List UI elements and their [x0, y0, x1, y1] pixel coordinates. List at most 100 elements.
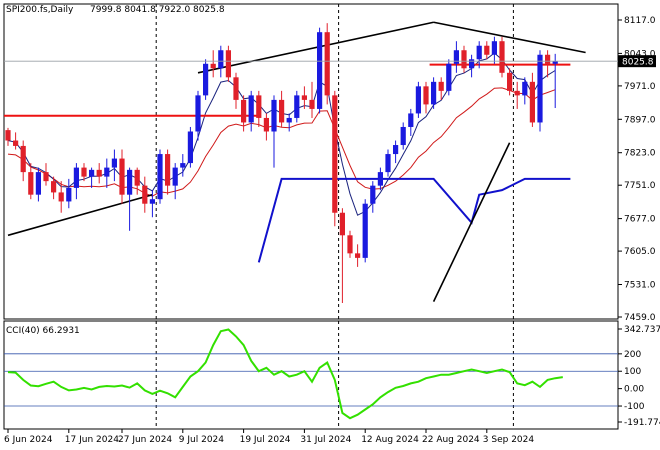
candle-body: [20, 145, 26, 173]
candle: [400, 122, 406, 150]
candle-body: [385, 154, 391, 173]
slow-moving-average-line: [7, 87, 556, 197]
candle-body: [294, 95, 300, 118]
candle-body: [408, 113, 414, 127]
candle: [355, 244, 361, 267]
time-axis: 6 Jun 2024 17 Jun 2024 27 Jun 2024 9 Jul 20…: [4, 429, 534, 445]
candle: [431, 77, 437, 109]
candle-body: [263, 117, 269, 132]
candle-body: [241, 99, 247, 123]
candle: [324, 23, 330, 105]
time-tick-label: 3 Sep 2024: [483, 435, 535, 445]
candle-body: [157, 154, 163, 200]
candle: [248, 90, 254, 132]
candle: [149, 190, 155, 218]
candle-body: [104, 167, 110, 177]
candle: [393, 140, 399, 164]
candle-body: [537, 54, 543, 123]
candle: [339, 208, 345, 304]
candle-body: [279, 99, 285, 123]
trendline: [433, 21, 586, 54]
candle-body: [96, 169, 102, 177]
candle: [233, 72, 239, 109]
time-tick-label: 31 Jul 2024: [300, 435, 351, 445]
candle-body: [446, 63, 452, 91]
candle-body: [332, 95, 338, 213]
candle: [20, 140, 26, 182]
candle: [317, 27, 323, 114]
candle-body: [552, 61, 558, 64]
candle: [446, 59, 452, 96]
candle: [127, 167, 133, 231]
price-panel: 8117.0 8043.0 7971.0 7897.0 7823.0 7751.0 7677…: [3, 3, 656, 323]
candle: [522, 77, 528, 105]
candle: [545, 50, 551, 78]
price-tick-label: 7531.0: [624, 281, 656, 291]
ohlc-label: 7999.8 8041.8 7922.0 8025.8: [90, 5, 225, 15]
candle: [119, 149, 125, 204]
candle-body: [393, 145, 399, 155]
candle-body: [476, 45, 482, 60]
price-frame: [3, 3, 619, 320]
candle-body: [355, 253, 361, 258]
time-tick-label: 22 Aug 2024: [422, 435, 480, 445]
candle-body: [256, 95, 262, 118]
candle-body: [271, 99, 277, 132]
candle-body: [438, 81, 444, 91]
candle-body: [499, 41, 505, 73]
candle-body: [134, 169, 140, 186]
candle: [241, 95, 247, 132]
candle-body: [248, 95, 254, 123]
candle-body: [317, 32, 323, 109]
candle-body: [5, 130, 11, 141]
candle: [195, 90, 201, 141]
cci-panel: 342.7377 200 100 0.00 -100 -191.7744: [3, 320, 660, 430]
candle-body: [453, 50, 459, 64]
last-price-tag: [618, 55, 656, 68]
cci-line: [7, 328, 563, 420]
candle-body: [51, 181, 57, 193]
symbol-label: SPI200.fs,Daily: [6, 5, 74, 15]
candle-body: [66, 187, 72, 202]
candle: [469, 54, 475, 78]
candle-body: [415, 86, 421, 114]
candle-body: [309, 99, 315, 109]
candle-body: [73, 167, 79, 188]
candle-body: [469, 59, 475, 69]
price-tick-label: 8117.0: [624, 16, 656, 26]
candle: [66, 178, 72, 209]
candle: [286, 113, 292, 132]
candle: [13, 132, 19, 150]
candle: [332, 90, 338, 227]
cci-tick-label: 100: [624, 367, 641, 377]
candle-body: [370, 185, 376, 204]
candle-body: [149, 199, 155, 204]
candle: [58, 181, 64, 213]
trendline: [432, 142, 511, 302]
candle: [301, 86, 307, 109]
candle: [279, 90, 285, 127]
trendline: [7, 193, 153, 237]
trendline: [197, 21, 434, 74]
candle-body: [58, 192, 64, 202]
candle: [172, 163, 178, 200]
time-tick-label: 27 Jun 2024: [118, 435, 172, 445]
candle: [225, 45, 231, 82]
candle: [415, 81, 421, 118]
candle: [5, 127, 11, 146]
candle: [537, 50, 543, 132]
candle-body: [362, 203, 368, 258]
candle: [423, 81, 429, 114]
candle-body: [172, 167, 178, 186]
candle-body: [43, 172, 49, 182]
candle: [134, 167, 140, 195]
candle: [370, 181, 376, 213]
candle: [210, 50, 216, 78]
price-tick-label: 8043.0: [624, 49, 656, 59]
candle: [187, 126, 193, 168]
candle: [81, 163, 87, 182]
cci-title: CCI(40) 66.2931: [6, 326, 80, 336]
price-tick-label: 7677.0: [624, 215, 656, 225]
candle-body: [522, 81, 528, 96]
candle-body: [203, 63, 209, 96]
